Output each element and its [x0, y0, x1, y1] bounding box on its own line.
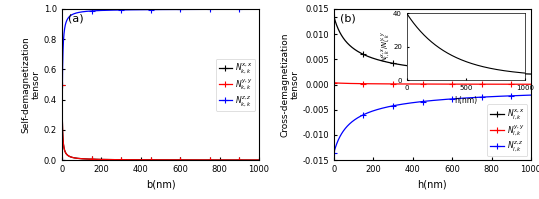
$N^{z,z}_{k,k}$ — [240, 8, 246, 11]
X-axis label: h(nm): h(nm) — [418, 180, 447, 190]
Legend: $N^{x,x}_{l,k}$, $N^{y,y}_{l,k}$, $N^{z,z}_{l,k}$: $N^{x,x}_{l,k}$, $N^{y,y}_{l,k}$, $N^{z,… — [487, 104, 527, 156]
Line: $N^{x,x}_{k,k}$: $N^{x,x}_{k,k}$ — [59, 82, 262, 163]
$N^{x,x}_{k,k}$ — [59, 83, 65, 86]
Line: $N^{z,z}_{l,k}$: $N^{z,z}_{l,k}$ — [331, 92, 534, 155]
Y-axis label: Self-demagnetization
tensor: Self-demagnetization tensor — [22, 36, 41, 133]
$N^{y,y}_{l,k}$ — [424, 83, 431, 85]
$N^{z,z}_{l,k}$ — [330, 151, 337, 154]
$N^{x,x}_{l,k}$ — [424, 67, 431, 69]
X-axis label: b(nm): b(nm) — [146, 180, 175, 190]
Y-axis label: Cross-demagnetization
tensor: Cross-demagnetization tensor — [280, 32, 300, 137]
$N^{y,y}_{l,k}$ — [330, 82, 337, 84]
Line: $N^{x,x}_{l,k}$: $N^{x,x}_{l,k}$ — [331, 14, 534, 77]
$N^{y,y}_{k,k}$ — [143, 159, 149, 161]
$N^{y,y}_{l,k}$ — [512, 83, 519, 85]
Line: $N^{y,y}_{k,k}$: $N^{y,y}_{k,k}$ — [59, 82, 262, 163]
Line: $N^{y,y}_{l,k}$: $N^{y,y}_{l,k}$ — [331, 80, 534, 87]
$N^{y,y}_{k,k}$ — [59, 83, 65, 86]
Line: $N^{z,z}_{k,k}$: $N^{z,z}_{k,k}$ — [59, 7, 262, 163]
$N^{z,z}_{k,k}$ — [143, 9, 149, 11]
$N^{y,y}_{l,k}$ — [413, 83, 420, 85]
$N^{z,z}_{k,k}$ — [256, 8, 262, 11]
$N^{y,y}_{k,k}$ — [240, 159, 246, 161]
$N^{x,x}_{l,k}$ — [415, 66, 421, 68]
$N^{y,y}_{k,k}$ — [250, 159, 256, 161]
$N^{z,z}_{l,k}$ — [415, 101, 421, 103]
$N^{y,y}_{l,k}$ — [528, 83, 534, 85]
$N^{z,z}_{k,k}$ — [202, 8, 209, 11]
Text: (a): (a) — [68, 14, 84, 23]
$N^{x,x}_{l,k}$ — [413, 66, 420, 68]
$N^{z,z}_{l,k}$ — [522, 94, 528, 97]
$N^{x,x}_{k,k}$ — [240, 159, 246, 161]
Text: (b): (b) — [340, 14, 356, 23]
$N^{x,x}_{l,k}$ — [474, 71, 480, 73]
$N^{z,z}_{l,k}$ — [474, 96, 480, 99]
$N^{x,x}_{l,k}$ — [330, 15, 337, 18]
$N^{z,z}_{k,k}$ — [250, 8, 256, 11]
$N^{x,x}_{k,k}$ — [153, 159, 159, 161]
Legend: $N^{x,x}_{k,k}$, $N^{y,y}_{k,k}$, $N^{z,z}_{k,k}$: $N^{x,x}_{k,k}$, $N^{y,y}_{k,k}$, $N^{z,… — [216, 59, 255, 111]
$N^{x,x}_{k,k}$ — [202, 159, 209, 161]
$N^{y,y}_{k,k}$ — [202, 159, 209, 161]
$N^{y,y}_{k,k}$ — [256, 159, 262, 161]
$N^{y,y}_{l,k}$ — [522, 83, 528, 85]
$N^{x,x}_{l,k}$ — [528, 73, 534, 75]
$N^{x,x}_{l,k}$ — [512, 72, 519, 75]
$N^{y,y}_{l,k}$ — [415, 83, 421, 85]
$N^{z,z}_{k,k}$ — [59, 159, 65, 161]
$N^{y,y}_{k,k}$ — [142, 159, 148, 161]
$N^{x,x}_{k,k}$ — [256, 159, 262, 161]
$N^{z,z}_{l,k}$ — [413, 101, 420, 103]
$N^{x,x}_{l,k}$ — [522, 73, 528, 75]
$N^{x,x}_{k,k}$ — [250, 159, 256, 161]
$N^{y,y}_{l,k}$ — [474, 83, 480, 85]
$N^{z,z}_{l,k}$ — [424, 100, 431, 102]
$N^{x,x}_{k,k}$ — [142, 159, 148, 161]
$N^{z,z}_{l,k}$ — [528, 94, 534, 96]
$N^{z,z}_{k,k}$ — [153, 8, 159, 11]
$N^{z,z}_{k,k}$ — [142, 9, 148, 11]
$N^{z,z}_{l,k}$ — [512, 95, 519, 97]
$N^{y,y}_{k,k}$ — [153, 159, 159, 161]
$N^{x,x}_{k,k}$ — [143, 159, 149, 161]
